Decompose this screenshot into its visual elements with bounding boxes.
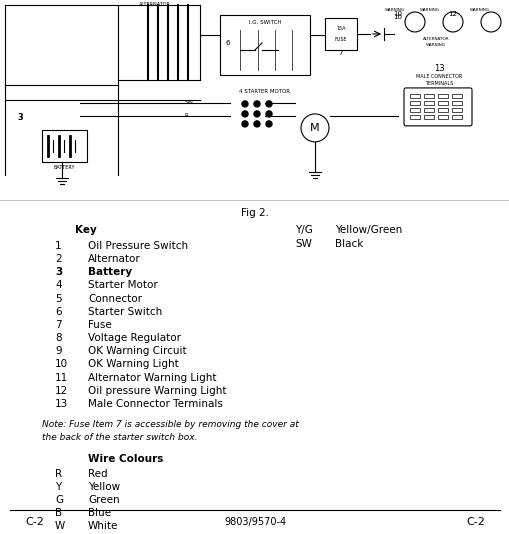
Text: Voltage Regulator: Voltage Regulator [88, 333, 181, 343]
Text: B: B [55, 508, 62, 518]
Circle shape [242, 101, 247, 107]
Text: Green: Green [88, 495, 120, 505]
Circle shape [266, 101, 271, 107]
Text: 11: 11 [55, 373, 68, 383]
Bar [42, 130, 87, 162]
Text: 3: 3 [17, 113, 23, 122]
Text: 12: 12 [55, 386, 68, 396]
Circle shape [253, 121, 260, 127]
Text: Yellow/Green: Yellow/Green [334, 225, 402, 235]
Text: 3: 3 [55, 267, 62, 277]
Text: Starter Motor: Starter Motor [88, 280, 157, 290]
Bar [423, 101, 433, 105]
Text: SW: SW [294, 239, 312, 249]
Text: TERMINALS: TERMINALS [424, 81, 452, 87]
Text: WARNING: WARNING [469, 8, 489, 12]
Bar [437, 115, 447, 119]
Text: Battery: Battery [88, 267, 132, 277]
Bar [437, 94, 447, 98]
Text: M: M [309, 123, 319, 133]
Text: 10: 10 [55, 359, 68, 370]
Text: Yellow: Yellow [88, 482, 120, 492]
Bar [423, 115, 433, 119]
Text: 15A: 15A [335, 27, 345, 32]
Bar [409, 101, 419, 105]
Text: BATTERY: BATTERY [53, 166, 75, 170]
Bar [451, 94, 461, 98]
Bar [437, 101, 447, 105]
Circle shape [253, 101, 260, 107]
Text: ALTERNATOR: ALTERNATOR [139, 2, 171, 7]
Text: FUSE: FUSE [334, 37, 347, 43]
Text: Oil pressure Warning Light: Oil pressure Warning Light [88, 386, 226, 396]
Text: WARNING: WARNING [384, 8, 404, 12]
Circle shape [242, 111, 247, 117]
Text: WARNING: WARNING [419, 8, 439, 12]
Text: 1: 1 [55, 241, 62, 251]
Text: Oil Pressure Switch: Oil Pressure Switch [88, 241, 188, 251]
Text: White: White [88, 521, 118, 531]
Circle shape [242, 121, 247, 127]
Text: Black: Black [334, 239, 362, 249]
Text: I.G. SWITCH: I.G. SWITCH [248, 20, 280, 26]
Bar [409, 94, 419, 98]
Text: 9803/9570-4: 9803/9570-4 [223, 516, 286, 527]
Text: Fuse: Fuse [88, 320, 111, 330]
Bar [409, 108, 419, 112]
Text: 13: 13 [55, 399, 68, 409]
Text: 6: 6 [225, 40, 230, 46]
Bar [219, 15, 309, 75]
Text: 6: 6 [55, 307, 62, 317]
Circle shape [253, 111, 260, 117]
Text: Key: Key [75, 225, 97, 235]
Text: Fig 2.: Fig 2. [241, 208, 268, 218]
Text: Male Connector Terminals: Male Connector Terminals [88, 399, 222, 409]
Bar [324, 18, 356, 50]
Circle shape [266, 121, 271, 127]
Text: C-2: C-2 [25, 516, 44, 527]
Bar [451, 115, 461, 119]
Bar [451, 108, 461, 112]
Text: MALE CONNECTOR: MALE CONNECTOR [415, 74, 461, 80]
Text: 8: 8 [55, 333, 62, 343]
Text: Y: Y [55, 482, 61, 492]
Bar [451, 101, 461, 105]
Text: Note: Fuse Item 7 is accessible by removing the cover at
the back of the starter: Note: Fuse Item 7 is accessible by remov… [42, 420, 298, 443]
Text: R: R [185, 113, 188, 119]
Text: OK Warning Circuit: OK Warning Circuit [88, 347, 186, 356]
Text: 13: 13 [433, 65, 443, 74]
Text: Y/G: Y/G [294, 225, 312, 235]
Text: SW: SW [185, 100, 193, 105]
Text: 9: 9 [55, 347, 62, 356]
Text: 4 STARTER MOTOR: 4 STARTER MOTOR [239, 89, 290, 95]
Text: C-2: C-2 [465, 516, 484, 527]
Text: 12: 12 [448, 11, 457, 17]
Text: 10: 10 [393, 14, 402, 20]
Bar [409, 115, 419, 119]
Text: W: W [55, 521, 65, 531]
Text: 2: 2 [55, 254, 62, 264]
Text: Blue: Blue [88, 508, 111, 518]
Text: Red: Red [88, 469, 107, 479]
Text: 10: 10 [393, 11, 402, 17]
Text: Wire Colours: Wire Colours [88, 454, 163, 464]
Bar [423, 94, 433, 98]
Text: 7: 7 [55, 320, 62, 330]
Text: ALTERNATOR
WARNING: ALTERNATOR WARNING [422, 37, 448, 46]
Text: Alternator: Alternator [88, 254, 140, 264]
Text: R: R [55, 469, 62, 479]
Bar [423, 108, 433, 112]
Text: Alternator Warning Light: Alternator Warning Light [88, 373, 216, 383]
Text: Starter Switch: Starter Switch [88, 307, 162, 317]
Text: G: G [55, 495, 63, 505]
Text: 4: 4 [55, 280, 62, 290]
Bar [437, 108, 447, 112]
Circle shape [266, 111, 271, 117]
Text: 7: 7 [338, 50, 343, 56]
Text: 5: 5 [55, 294, 62, 303]
Text: OK Warning Light: OK Warning Light [88, 359, 178, 370]
Text: Connector: Connector [88, 294, 142, 303]
